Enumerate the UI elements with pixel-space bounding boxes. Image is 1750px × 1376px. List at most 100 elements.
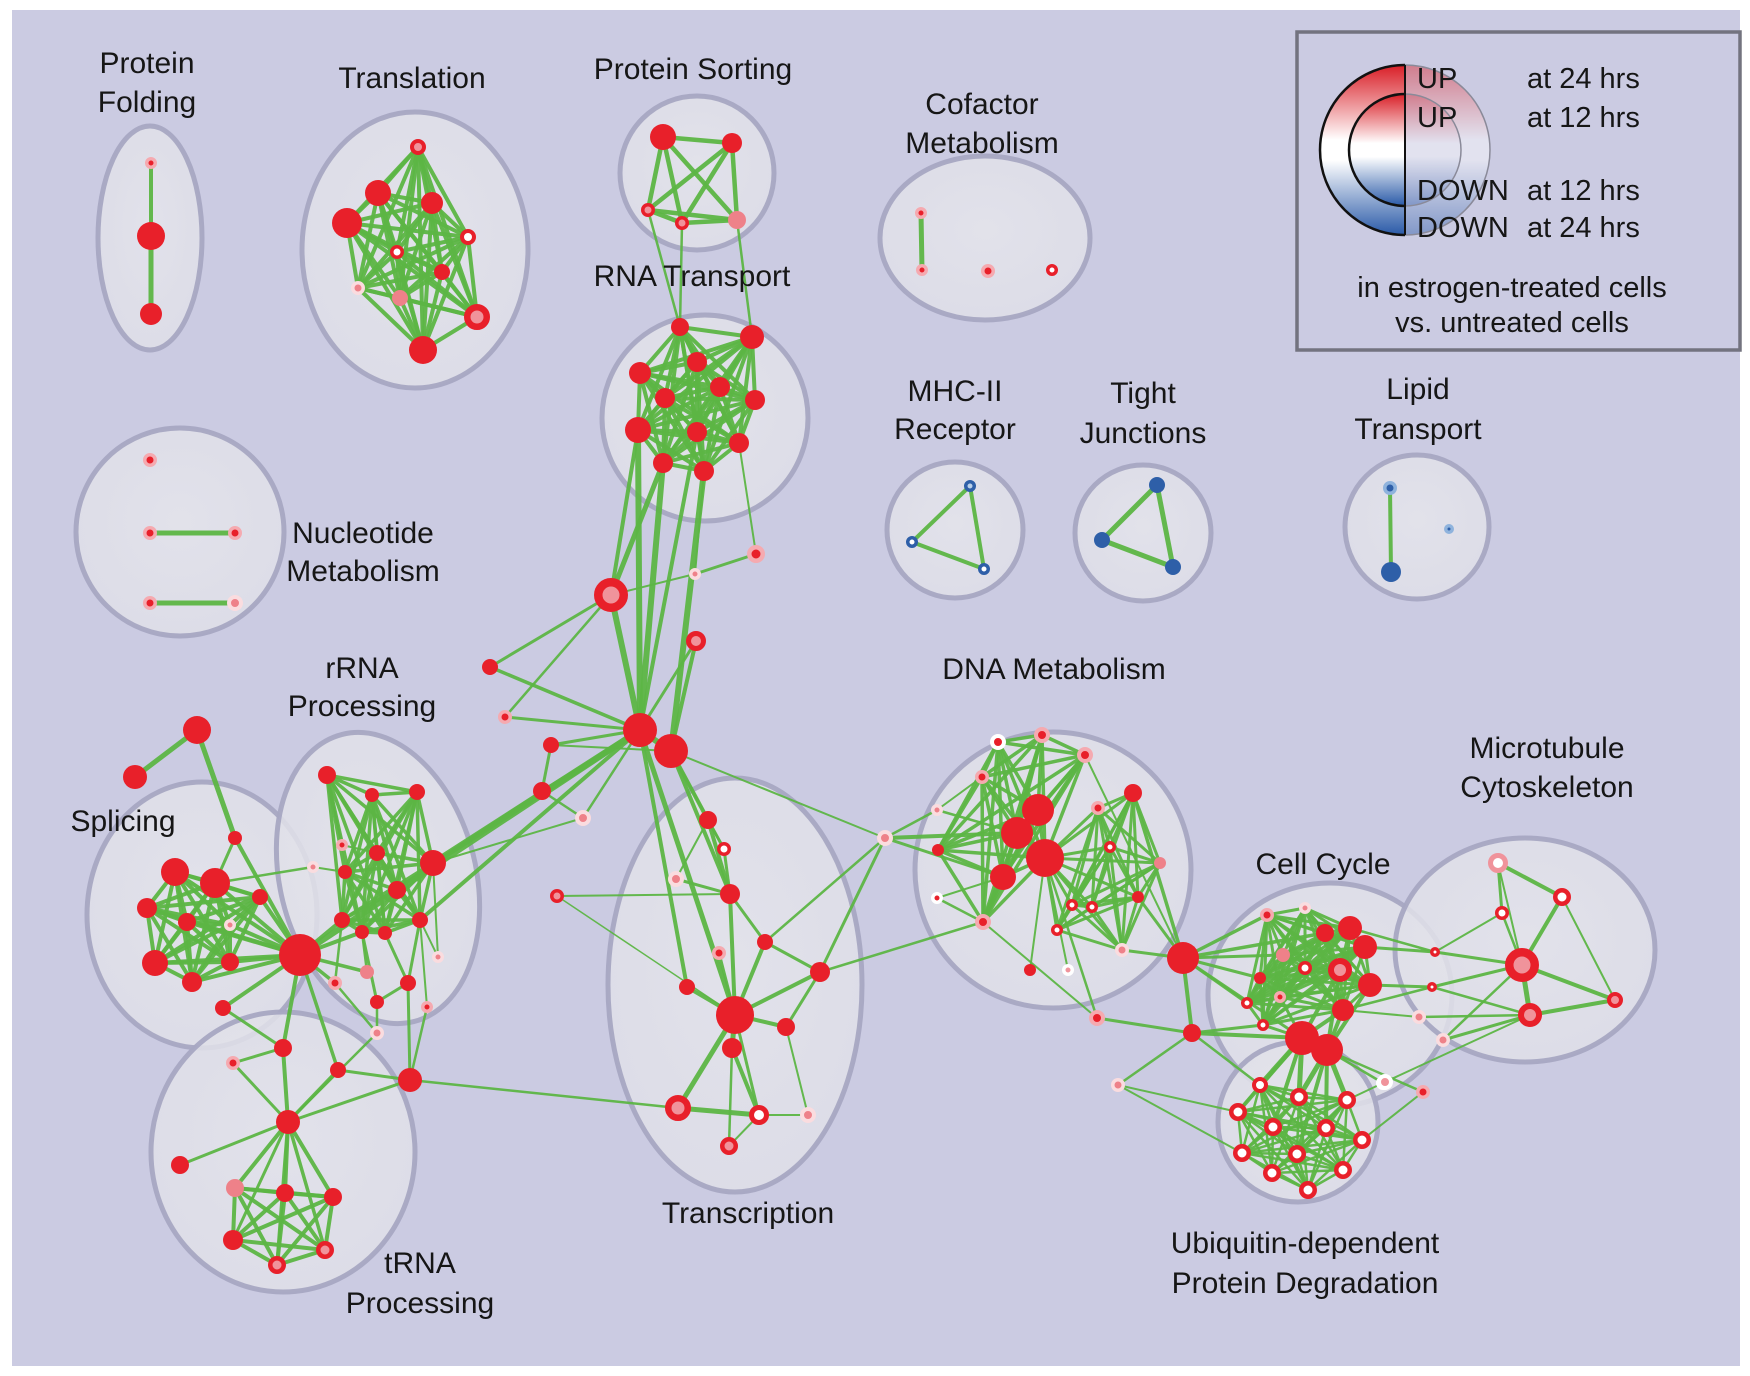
edge-translation-mesh-t8-t11 — [356, 286, 425, 352]
gene-node-mh2 — [906, 536, 918, 548]
gene-node-c6 — [1328, 958, 1352, 982]
gene-node-d22 — [1167, 942, 1199, 974]
gene-node-m2 — [1553, 888, 1571, 906]
gene-node-c13 — [1257, 1019, 1269, 1031]
gene-node-tn0 — [276, 1110, 300, 1134]
gene-node-b2 — [747, 545, 765, 563]
gene-node-rt11 — [694, 461, 714, 481]
gene-node-c17 — [1183, 1024, 1201, 1042]
gene-node-s8 — [182, 972, 202, 992]
edge-splicing-mesh-s3-s6 — [145, 895, 262, 910]
gene-node-d29 — [1111, 1078, 1125, 1092]
gene-node-u2 — [1290, 1088, 1308, 1106]
gene-node-s7 — [142, 950, 168, 976]
edge-dna-main-mesh-d7-d18 — [981, 753, 1087, 924]
edge-cellcycle-mesh-c1-c12 — [1245, 913, 1269, 1005]
gene-node-pf3 — [140, 303, 162, 325]
cluster-bubble-mhc — [884, 459, 1026, 601]
gene-node-u11 — [1263, 1164, 1281, 1182]
gene-node-c11 — [1274, 991, 1286, 1003]
cluster-label-lipid-line1: Transport — [1354, 413, 1482, 446]
gene-node-tj2 — [1094, 532, 1110, 548]
gene-node-t8 — [351, 281, 365, 295]
edge-sorting-mesh-ps2-ps5 — [729, 140, 740, 223]
edge-d28-d18 — [982, 921, 1098, 1019]
gene-node-r20 — [370, 1026, 384, 1040]
edge-translation-mesh-t3-t10 — [430, 201, 479, 319]
edge-rna-mesh-rt6-rt12 — [663, 396, 741, 445]
gene-node-tr3 — [668, 871, 684, 887]
gene-node-c15 — [1285, 1021, 1319, 1055]
gene-node-r15 — [328, 976, 342, 990]
gene-node-s11 — [215, 1000, 231, 1016]
edge-rrna-mesh-r7-r12 — [343, 870, 387, 935]
gene-node-t10 — [464, 304, 490, 330]
gene-node-b4 — [686, 631, 706, 651]
edge-rna-mesh-rt2-rt12 — [737, 335, 754, 445]
edge-tr11-d18 — [818, 920, 985, 974]
cluster-bubble-lipid — [1342, 452, 1492, 602]
gene-node-r3 — [409, 784, 425, 800]
edge-trna-mesh-tn2-tn4 — [231, 1191, 287, 1242]
edge-tn0-tn3 — [286, 1120, 335, 1199]
edge-rna-mesh-rt6-rt7 — [663, 396, 757, 402]
edge-tr3-tr1 — [675, 819, 709, 880]
gene-node-d4 — [990, 864, 1016, 890]
gene-node-d2 — [1001, 817, 1033, 849]
edge-d29-u8 — [1117, 1084, 1243, 1154]
cluster-label-tight-junctions-line1: Junctions — [1080, 417, 1207, 450]
gene-node-rt6 — [655, 388, 675, 408]
edge-tn0-tni — [178, 1120, 290, 1167]
gene-node-rt4 — [629, 362, 651, 384]
edge-cellcycle-mesh-c12-c14 — [1245, 1001, 1345, 1012]
gene-node-d5 — [990, 734, 1006, 750]
gene-node-cf4 — [1046, 264, 1058, 276]
edge-rna-mesh-rt10-rt12 — [661, 441, 741, 465]
edge-trna-mesh-tn3-tn4 — [231, 1195, 335, 1242]
edge-c4-m4 — [1348, 926, 1437, 954]
edge-s13-tn0 — [231, 1061, 290, 1124]
gene-node-b1 — [689, 568, 701, 580]
legend-row-0-time: at 24 hrs — [1527, 63, 1640, 95]
edge-dna-right-mesh-d21-d26 — [1070, 903, 1124, 952]
edge-dna-main-mesh-d6-d8 — [980, 733, 1044, 779]
edge-trna-mesh-tn3-tn6 — [275, 1195, 335, 1267]
gene-node-cf2 — [916, 264, 928, 276]
gene-node-tr1 — [699, 811, 717, 829]
gene-node-d6 — [1034, 727, 1050, 743]
gene-node-m3 — [1495, 906, 1509, 920]
edge-dna-right-mesh-d13-d26 — [1070, 806, 1100, 907]
edge-dna-main-mesh-d8-d18 — [980, 775, 985, 924]
gene-node-c18 — [1436, 1033, 1450, 1047]
edge-tr11-tr12 — [784, 970, 822, 1029]
edge-b6-h1 — [503, 715, 642, 732]
legend-row-3-direction: DOWN — [1417, 212, 1509, 244]
gene-node-d24 — [1062, 964, 1074, 976]
gene-node-rt12 — [729, 433, 749, 453]
gene-node-r4 — [336, 839, 348, 851]
edge-d9-d8 — [936, 776, 983, 811]
edge-rt8-b3 — [609, 428, 640, 597]
cluster-label-cofactor-line1: Metabolism — [905, 127, 1058, 160]
edge-splicing-mesh-s4-s6 — [185, 895, 262, 924]
edge-r14-r8 — [432, 862, 439, 958]
gene-node-d13 — [1091, 801, 1105, 815]
edge-rna-mesh-rt7-rt10 — [661, 398, 757, 465]
cluster-label-nucleotide-line0: Nucleotide — [292, 517, 434, 550]
gene-node-s14 — [330, 1062, 346, 1078]
gene-node-tr14 — [665, 1095, 691, 1121]
edge-translation-mesh-t7-t8 — [356, 270, 444, 290]
gene-node-tni — [171, 1156, 189, 1174]
edge-translation-mesh-t5-t10 — [466, 235, 479, 319]
gene-node-tr4 — [550, 889, 564, 903]
gene-node-d1 — [1022, 794, 1054, 826]
edge-s2-r5 — [213, 865, 315, 885]
gene-node-c1 — [1260, 908, 1274, 922]
edge-rrna-mesh-r7-r9 — [343, 870, 399, 892]
gene-node-ps2 — [722, 133, 742, 153]
gene-node-rt10 — [653, 453, 673, 473]
edge-translation-mesh-t5-t6 — [395, 235, 470, 254]
gene-node-c2 — [1299, 902, 1311, 914]
edge-c20-c16 — [1325, 1048, 1425, 1094]
edge-dna-main-mesh-d11-d18 — [936, 848, 985, 924]
